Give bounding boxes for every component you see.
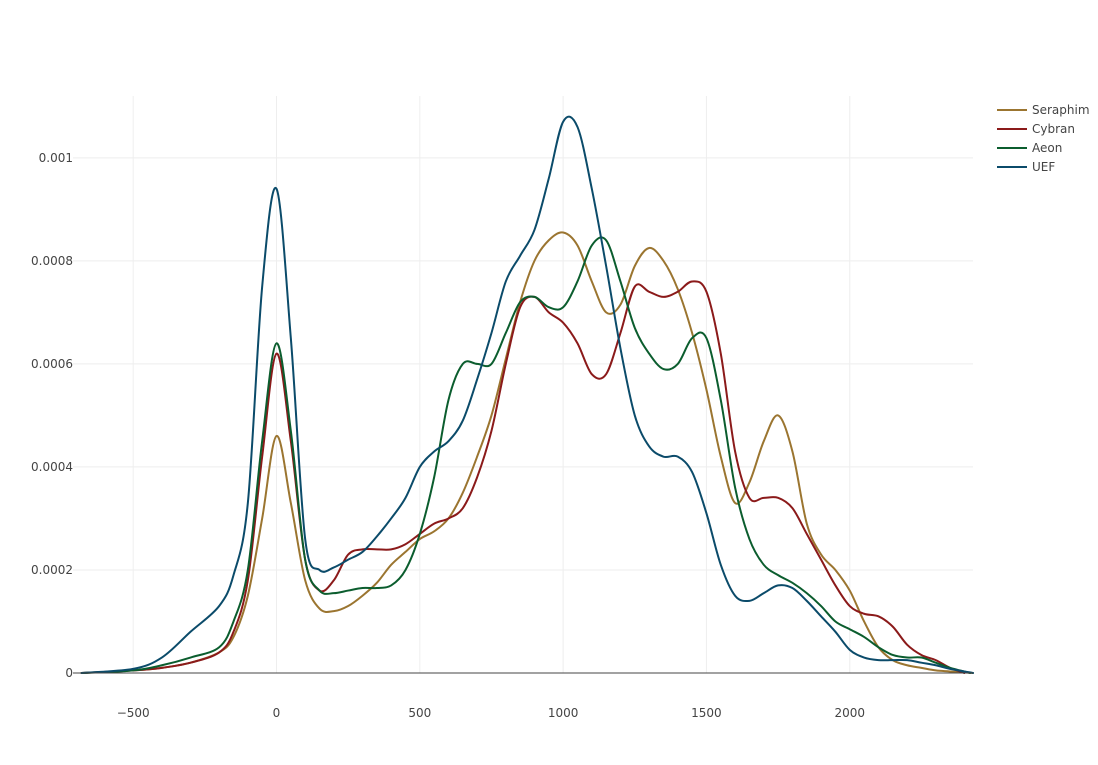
series-line-seraphim [80, 231, 974, 674]
x-tick-label: −500 [117, 706, 150, 720]
series-line-aeon [80, 236, 972, 674]
x-tick-label: 1500 [691, 706, 722, 720]
y-tick-label: 0.0004 [31, 460, 73, 474]
y-tick-label: 0.0008 [31, 254, 73, 268]
legend-item-uef[interactable]: UEF [997, 160, 1055, 174]
legend[interactable]: Seraphim Cybran Aeon UEF [997, 103, 1090, 174]
x-tick-label: 1000 [548, 706, 579, 720]
legend-label: Aeon [1032, 141, 1062, 155]
series-layer [80, 115, 974, 674]
y-tick-label: 0.0002 [31, 563, 73, 577]
grid-layer [73, 96, 973, 673]
legend-item-seraphim[interactable]: Seraphim [997, 103, 1090, 117]
legend-label: Seraphim [1032, 103, 1090, 117]
x-tick-label: 2000 [834, 706, 865, 720]
series-line-uef [80, 115, 974, 674]
y-tick-label: 0.001 [39, 151, 73, 165]
axis-layer: −500 0 500 1000 1500 2000 0 0.0002 0.0004 0.0006 0… [31, 151, 973, 720]
y-tick-label: 0.0006 [31, 357, 73, 371]
legend-item-cybran[interactable]: Cybran [997, 122, 1075, 136]
legend-label: Cybran [1032, 122, 1075, 136]
x-tick-label: 0 [273, 706, 281, 720]
y-tick-label: 0 [65, 666, 73, 680]
legend-item-aeon[interactable]: Aeon [997, 141, 1062, 155]
legend-label: UEF [1032, 160, 1055, 174]
series-line-cybran [80, 280, 966, 674]
x-tick-label: 500 [408, 706, 431, 720]
